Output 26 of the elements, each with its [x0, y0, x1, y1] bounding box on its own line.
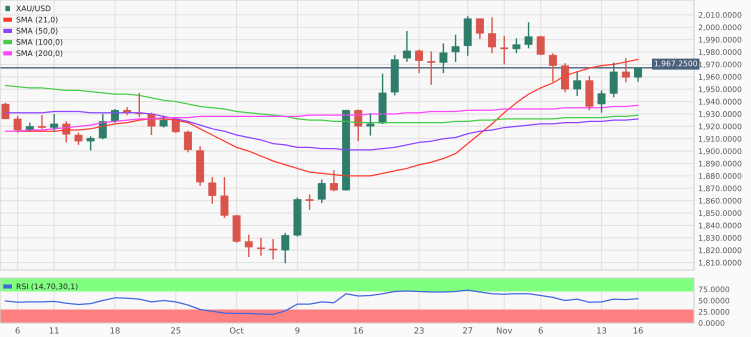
candlestick: [244, 234, 253, 258]
x-tick-label: 18: [110, 327, 120, 334]
candlestick: [427, 50, 436, 86]
x-tick-label: 16: [354, 327, 364, 334]
candlestick: [306, 194, 314, 211]
candlestick: [38, 114, 46, 130]
x-tick-label: 11: [50, 327, 59, 334]
line-series: [4, 110, 639, 150]
candlestick: [610, 62, 618, 98]
candlestick: [573, 70, 582, 97]
x-tick-label: 6: [538, 327, 543, 334]
x-tick-label: Oct: [230, 327, 244, 334]
x-tick-label: 6: [16, 327, 20, 334]
candlestick: [74, 132, 82, 146]
x-tick-label: Nov: [496, 327, 512, 334]
line-series: [4, 290, 639, 316]
candlestick: [256, 237, 265, 256]
x-tick-label: 13: [597, 327, 606, 334]
candlestick: [269, 238, 278, 260]
x-tick-label: 16: [634, 327, 643, 334]
candlestick: [598, 90, 606, 114]
x-tick-label: 9: [295, 327, 300, 334]
x-tick-label: 27: [463, 327, 472, 334]
x-tick-label: 25: [171, 327, 180, 334]
x-tick-label: 23: [414, 327, 424, 334]
candlestick: [536, 35, 545, 56]
